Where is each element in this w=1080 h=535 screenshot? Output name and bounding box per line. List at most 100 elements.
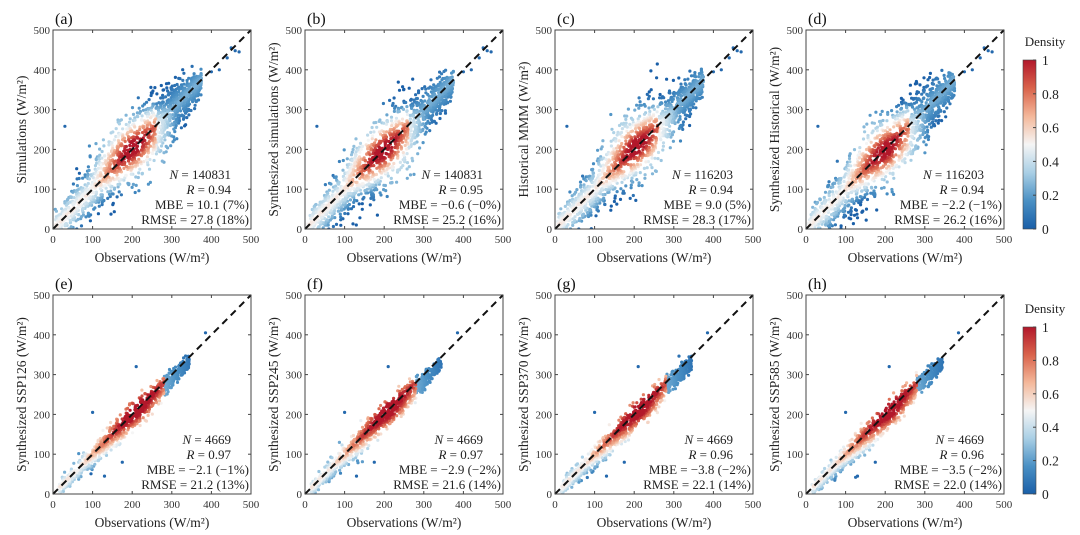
y-tick-label: 0 (297, 224, 303, 236)
scatter-point (357, 155, 362, 159)
scatter-point (693, 71, 697, 75)
scatter-point (872, 121, 877, 125)
scatter-point (138, 125, 142, 129)
scatter-point (351, 205, 356, 209)
stat-r: R = 0.95 (437, 182, 483, 197)
scatter-point (160, 121, 165, 125)
scatter-point (943, 76, 947, 81)
scatter-point (566, 223, 570, 227)
scatter-point (638, 114, 642, 118)
scatter-point (392, 128, 396, 132)
scatter-point (113, 186, 117, 190)
scatter-point (615, 146, 619, 150)
scatter-point (935, 84, 939, 88)
scatter-point (343, 211, 347, 216)
scatter-point (171, 116, 175, 121)
scatter-point (927, 122, 932, 126)
scatter-point (603, 202, 607, 206)
scatter-point (589, 198, 593, 202)
scatter-point (353, 164, 357, 168)
scatter-point (372, 130, 376, 134)
scatter-point (916, 111, 920, 115)
scatter-point (578, 216, 582, 221)
scatter-point (461, 70, 465, 74)
scatter-point (404, 138, 408, 142)
scatter-point (689, 112, 693, 116)
scatter-point (827, 194, 831, 198)
scatter-point (681, 120, 686, 124)
scatter-point (694, 75, 698, 79)
scatter-point (85, 184, 89, 188)
scatter-point (89, 201, 93, 205)
scatter-point (656, 150, 661, 155)
scatter-point (110, 150, 114, 154)
scatter-point (626, 107, 631, 111)
scatter-point (343, 176, 347, 180)
scatter-point (98, 196, 102, 200)
scatter-point (394, 116, 399, 120)
scatter-point (864, 218, 868, 222)
scatter-point (98, 147, 102, 151)
scatter-point (86, 211, 90, 215)
scatter-point (158, 131, 162, 135)
scatter-point (116, 135, 120, 139)
scatter-point (578, 180, 583, 184)
scatter-point (360, 182, 364, 186)
scatter-point (139, 148, 144, 152)
scatter-point (123, 151, 127, 155)
scatter-point (924, 143, 928, 147)
scatter-point (892, 192, 896, 196)
scatter-point (225, 56, 229, 60)
scatter-point (130, 106, 135, 110)
scatter-point (323, 183, 327, 187)
scatter-point (393, 145, 397, 150)
scatter-point (619, 144, 623, 148)
scatter-point (864, 207, 869, 211)
x-tick-label: 0 (302, 234, 308, 246)
scatter-point (616, 170, 620, 175)
scatter-point (358, 141, 363, 145)
scatter-point (670, 99, 674, 104)
scatter-point (379, 132, 383, 136)
scatter-point (922, 76, 926, 80)
scatter-point (412, 130, 416, 134)
scatter-point (833, 223, 838, 227)
scatter-point (133, 118, 137, 122)
scatter-point (398, 160, 402, 164)
scatter-point (831, 185, 835, 189)
scatter-point (848, 160, 852, 164)
scatter-point (821, 220, 826, 224)
scatter-point (100, 156, 104, 160)
scatter-point (165, 86, 169, 90)
scatter-point (597, 168, 601, 173)
scatter-point (565, 124, 569, 128)
scatter-point (659, 158, 663, 163)
scatter-point (98, 187, 103, 191)
scatter-point (156, 118, 160, 122)
scatter-point (609, 204, 613, 208)
y-axis-label: Simulations (W/m²) (14, 76, 29, 184)
scatter-point (409, 139, 413, 143)
scatter-point (615, 190, 619, 194)
scatter-point (612, 147, 616, 151)
scatter-point (117, 122, 121, 126)
scatter-point (609, 208, 613, 212)
scatter-point (58, 212, 63, 216)
scatter-point (395, 180, 399, 184)
scatter-point (412, 172, 416, 176)
scatter-point (405, 147, 409, 151)
scatter-point (930, 86, 935, 91)
scatter-point (358, 150, 362, 154)
scatter-point (423, 85, 427, 89)
scatter-point (169, 96, 173, 100)
scatter-point (604, 187, 608, 192)
scatter-point (679, 82, 683, 86)
scatter-point (633, 127, 638, 131)
scatter-point (127, 154, 131, 158)
scatter-point (374, 120, 378, 125)
scatter-point (424, 87, 428, 91)
scatter-point (95, 161, 99, 165)
scatter-point (611, 174, 615, 179)
scatter-point (84, 197, 88, 201)
y-tick-label: 400 (286, 65, 303, 77)
